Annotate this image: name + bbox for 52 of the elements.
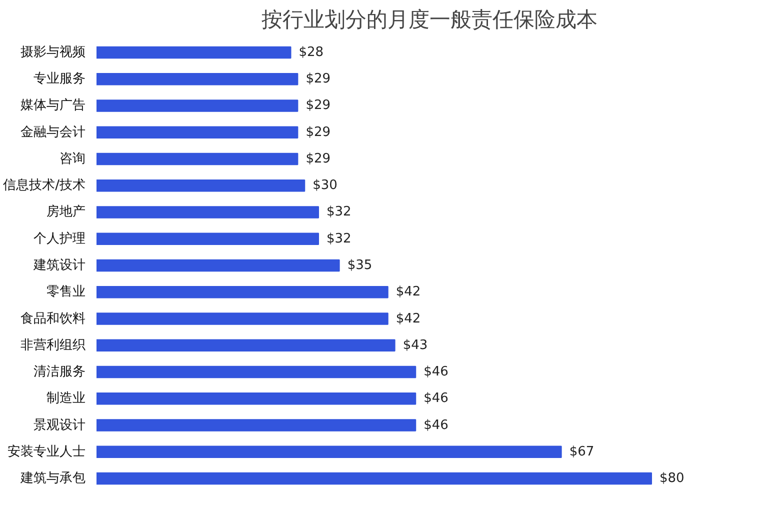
data-label: $46 <box>424 418 448 433</box>
y-tick-label: 清洁服务 <box>34 364 86 380</box>
bar <box>96 366 416 378</box>
data-label: $32 <box>326 204 352 220</box>
data-label: $29 <box>306 124 331 140</box>
bar <box>96 180 306 192</box>
bar <box>96 312 388 325</box>
y-tick-label: 零售业 <box>46 284 86 300</box>
bar <box>96 73 298 86</box>
y-tick-label: 金融与会计 <box>20 124 86 140</box>
data-label: $46 <box>424 391 448 406</box>
y-tick-label: 个人护理 <box>34 231 86 246</box>
data-label: $42 <box>396 311 421 326</box>
y-tick-label: 专业服务 <box>34 72 86 87</box>
y-tick-label: 房地产 <box>46 204 86 220</box>
data-label: $32 <box>326 231 352 246</box>
data-label: $80 <box>660 471 684 486</box>
y-tick-label: 食品和饮料 <box>20 311 86 326</box>
y-tick-label: 摄影与视频 <box>20 44 86 60</box>
y-tick-label: 建筑与承包 <box>20 471 86 486</box>
data-label: $35 <box>347 258 372 273</box>
bar <box>96 152 298 166</box>
data-label: $43 <box>402 338 428 353</box>
data-label: $29 <box>306 151 331 166</box>
data-label: $29 <box>306 72 331 87</box>
bar <box>96 286 388 298</box>
y-tick-label: 非营利组织 <box>20 338 86 353</box>
bar <box>96 126 298 138</box>
bar <box>96 446 562 458</box>
data-label: $42 <box>396 284 421 300</box>
data-label: $29 <box>306 98 331 114</box>
chart-title: 按行业划分的月度一般责任保险成本 <box>262 8 598 32</box>
bar <box>96 392 416 405</box>
bar <box>96 206 319 218</box>
y-tick-label: 媒体与广告 <box>20 98 86 114</box>
data-label: $30 <box>312 178 338 194</box>
bar <box>96 339 396 352</box>
bar <box>96 100 298 112</box>
y-tick-label: 建筑设计 <box>32 258 86 273</box>
bar <box>96 46 292 59</box>
data-label: $28 <box>298 44 324 60</box>
data-label: $67 <box>569 444 594 460</box>
y-tick-label: 咨询 <box>60 151 86 166</box>
bar <box>96 259 340 272</box>
bar <box>96 232 319 245</box>
y-tick-label: 景观设计 <box>34 418 86 433</box>
y-tick-label: 制造业 <box>46 391 86 406</box>
y-tick-label: 安装专业人士 <box>8 443 86 460</box>
bar <box>96 472 652 485</box>
data-label: $46 <box>424 364 448 380</box>
y-tick-label: 信息技术/技术 <box>3 178 86 194</box>
bar <box>96 419 416 432</box>
